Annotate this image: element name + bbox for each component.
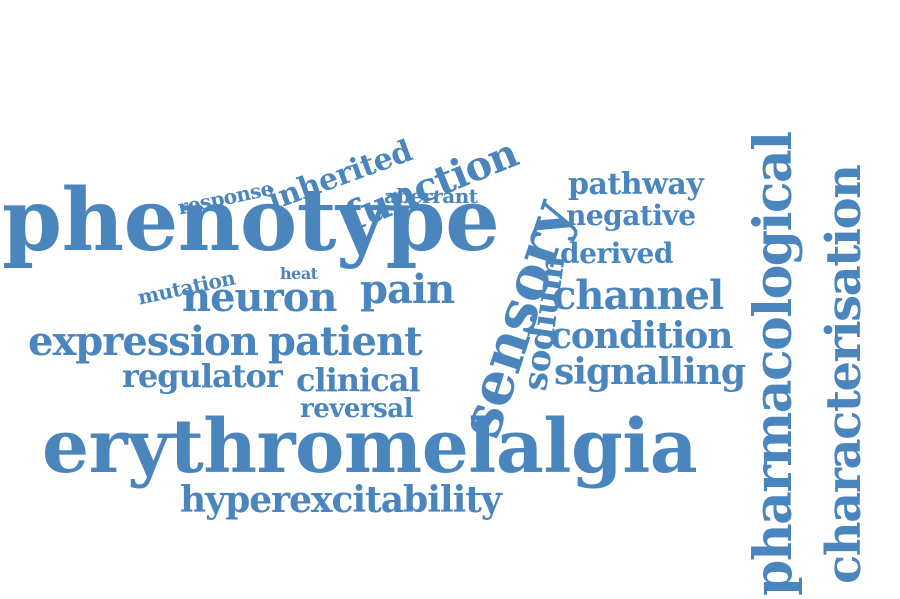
word-aberrant: aberrant bbox=[384, 184, 478, 208]
word-derived: derived bbox=[560, 237, 673, 270]
word-reversal: reversal bbox=[300, 394, 413, 424]
word-expression: expression bbox=[28, 318, 259, 365]
word-condition: condition bbox=[550, 315, 733, 357]
word-neuron: neuron bbox=[182, 274, 337, 321]
word-clinical: clinical bbox=[296, 361, 421, 399]
word-patient: patient bbox=[268, 318, 423, 365]
word-signalling: signalling bbox=[554, 351, 746, 393]
word-characterisation: characterisation bbox=[816, 165, 872, 584]
word-phenotype: phenotype bbox=[2, 170, 500, 271]
word-negative: negative bbox=[566, 199, 696, 232]
word-hyperexcitability: hyperexcitability bbox=[180, 479, 502, 521]
word-pathway: pathway bbox=[568, 167, 704, 202]
word-regulator: regulator bbox=[122, 357, 283, 395]
word-pharmacological: pharmacological bbox=[743, 132, 804, 596]
word-pain: pain bbox=[360, 266, 455, 313]
word-erythromelalgia: erythromelalgia bbox=[42, 404, 698, 490]
word-heat: heat bbox=[280, 264, 318, 283]
word-channel: channel bbox=[552, 272, 724, 319]
